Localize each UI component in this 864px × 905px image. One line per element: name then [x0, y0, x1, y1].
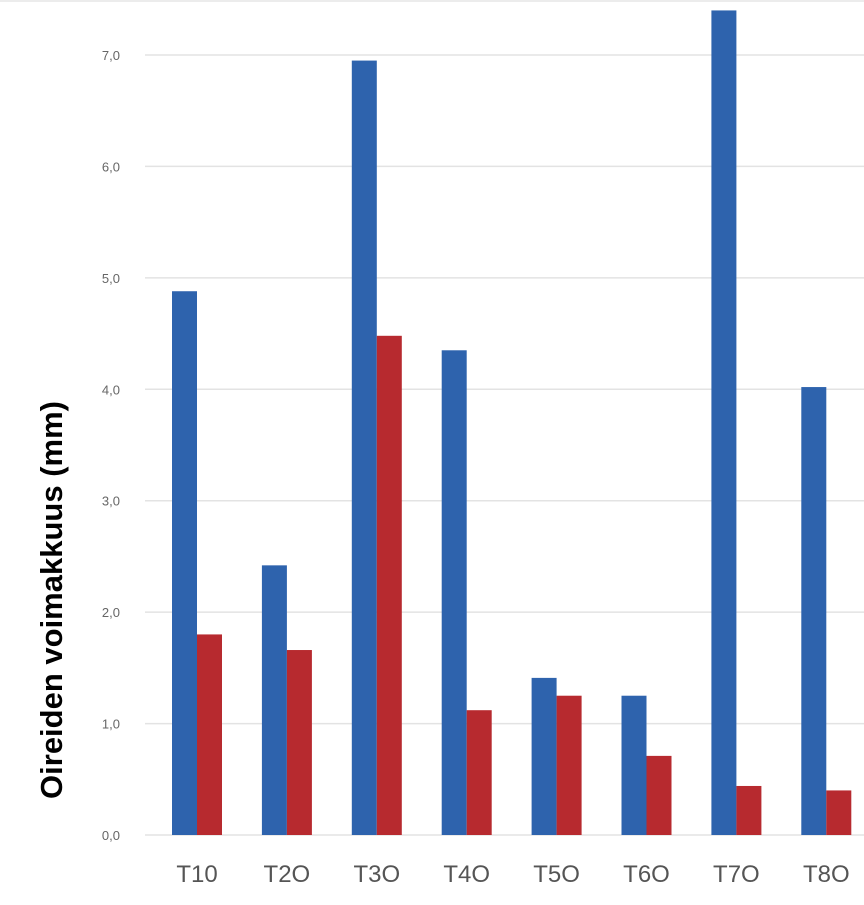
- y-tick-label: 7,0: [102, 48, 120, 63]
- x-tick-label: T7O: [713, 861, 760, 888]
- bar-series-2: [826, 790, 852, 835]
- bar-series-1: [261, 565, 287, 835]
- y-tick-label: 4,0: [102, 382, 120, 397]
- bars: [172, 10, 852, 836]
- y-tick-label: 0,0: [102, 828, 120, 843]
- x-tick-label: T8O: [803, 861, 850, 888]
- bar-series-1: [531, 677, 557, 835]
- y-tick-label: 5,0: [102, 271, 120, 286]
- x-tick-label: T3O: [353, 861, 400, 888]
- y-tick-label: 6,0: [102, 159, 120, 174]
- bar-series-1: [801, 387, 827, 835]
- x-tick-label: T6O: [623, 861, 670, 888]
- y-axis-label: Oireiden voimakkuus (mm): [34, 401, 69, 799]
- bar-series-1: [621, 695, 647, 835]
- bar-series-1: [172, 291, 197, 835]
- bar-series-2: [646, 755, 672, 835]
- bar-series-2: [466, 710, 492, 835]
- x-tick-label: T10: [176, 861, 217, 888]
- bar-series-2: [556, 695, 582, 835]
- x-tick-label: T4O: [443, 861, 490, 888]
- y-tick-label: 3,0: [102, 494, 120, 509]
- x-tick-label: T2O: [264, 861, 311, 888]
- bar-series-2: [376, 335, 402, 835]
- y-axis-tick-labels: 0,0 1,0 2,0 3,0 4,0 5,0 6,0 7,0: [102, 48, 120, 843]
- bar-series-1: [351, 60, 377, 836]
- x-axis-tick-labels: T10 T2O T3O T4O T5O T6O T7O T8O: [176, 861, 849, 888]
- bar-series-1: [711, 10, 737, 835]
- y-tick-label: 1,0: [102, 717, 120, 732]
- bar-series-1: [441, 350, 467, 835]
- bar-series-2: [197, 634, 222, 835]
- grid-lines: [145, 54, 864, 836]
- bar-series-2: [736, 785, 762, 835]
- x-tick-label: T5O: [533, 861, 580, 888]
- y-tick-label: 2,0: [102, 605, 120, 620]
- bar-series-2: [286, 650, 312, 835]
